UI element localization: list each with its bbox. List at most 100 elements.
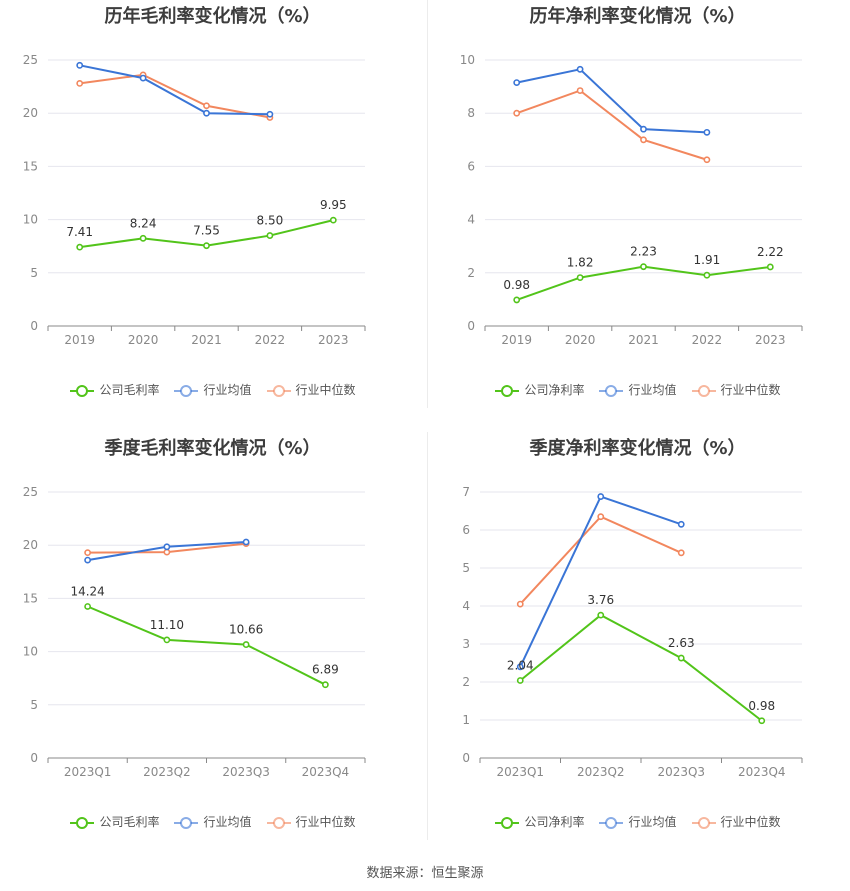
legend-line-marker-icon — [495, 816, 520, 829]
series-point-0 — [576, 274, 584, 281]
series-line-1 — [519, 495, 682, 668]
series-point-0 — [766, 263, 774, 271]
data-label: 2.63 — [668, 636, 695, 650]
legend-item[interactable]: 公司净利率 — [494, 813, 584, 830]
legend-label: 行业均值 — [203, 815, 252, 830]
series-line-0 — [516, 265, 771, 301]
y-tick-label: 10 — [460, 53, 475, 67]
data-label: 7.55 — [193, 224, 220, 238]
legend-item[interactable]: 行业均值 — [598, 381, 677, 398]
series-point-1 — [242, 538, 250, 546]
x-tick-label: 2020 — [128, 333, 159, 347]
series-point-0 — [513, 296, 521, 304]
legend-label: 行业均值 — [628, 383, 677, 398]
legend-label: 行业均值 — [628, 815, 677, 830]
series-point-0 — [163, 636, 171, 644]
chart-title: 季度毛利率变化情况（%） — [104, 438, 321, 459]
chart-annual-gross-margin: 历年毛利率变化情况（%） 0 5 10 15 20 25 2019 2020 2021 2022 2… — [0, 0, 425, 410]
series-point-1 — [139, 74, 147, 82]
series-point-1 — [266, 110, 274, 118]
data-label: 1.91 — [694, 253, 721, 267]
x-tick-label: 2019 — [64, 333, 95, 347]
legend-line-marker-icon — [691, 384, 716, 397]
legend-label: 行业中位数 — [720, 815, 781, 830]
series-point-0 — [84, 603, 92, 610]
y-tick-label: 10 — [23, 213, 38, 227]
chart-plot: 0 2 4 6 8 10 2019 2020 2021 2022 2023 0.98 1.82 2.23 1… — [460, 53, 803, 347]
chart-quarterly-gross-margin: 季度毛利率变化情况（%） 0 5 10 15 20 25 2023Q1 2023Q2 2023Q… — [0, 432, 425, 842]
y-tick-label: 6 — [462, 523, 470, 537]
chart-title: 历年毛利率变化情况（%） — [104, 6, 321, 27]
x-tick-label: 2023Q3 — [657, 765, 705, 779]
legend-label: 公司毛利率 — [99, 815, 160, 830]
legend-item[interactable]: 行业中位数 — [266, 813, 356, 830]
y-tick-label: 15 — [23, 591, 38, 605]
y-tick-label: 5 — [30, 698, 38, 712]
x-tick-label: 2023Q2 — [577, 765, 625, 779]
y-tick-label: 7 — [462, 485, 470, 499]
data-label: 14.24 — [70, 584, 104, 598]
series-point-0 — [139, 234, 147, 242]
series-point-1 — [84, 556, 92, 564]
x-tick-label: 2022 — [255, 333, 286, 347]
legend-item[interactable]: 行业中位数 — [691, 381, 781, 398]
series-point-2 — [76, 80, 84, 87]
series-point-1 — [163, 543, 171, 551]
y-tick-label: 4 — [467, 213, 475, 227]
legend-item[interactable]: 行业中位数 — [266, 381, 356, 398]
series-point-0 — [516, 677, 524, 684]
series-line-1 — [79, 64, 270, 116]
x-tick-label: 2023 — [755, 333, 786, 347]
legend-item[interactable]: 公司净利率 — [494, 381, 584, 398]
series-line-0 — [87, 605, 326, 686]
legend-line-marker-icon — [495, 384, 520, 397]
series-point-1 — [703, 128, 711, 136]
series-point-1 — [516, 663, 524, 671]
legend-item[interactable]: 行业均值 — [173, 381, 252, 398]
legend-item[interactable]: 行业均值 — [173, 813, 252, 830]
y-tick-label: 25 — [23, 53, 38, 67]
series-point-2 — [597, 513, 605, 521]
x-tick-label: 2021 — [191, 333, 222, 347]
y-tick-label: 20 — [23, 106, 38, 120]
series-point-0 — [640, 263, 647, 271]
chart-title: 历年净利率变化情况（%） — [529, 6, 746, 27]
legend-item[interactable]: 行业中位数 — [691, 813, 781, 830]
legend-item[interactable]: 行业均值 — [598, 813, 677, 830]
series-point-0 — [597, 611, 605, 619]
legend-label: 公司毛利率 — [99, 383, 160, 398]
legend-label: 行业中位数 — [720, 383, 781, 398]
x-tick-label: 2023Q4 — [302, 765, 350, 779]
series-point-2 — [516, 600, 524, 608]
legend-label: 行业均值 — [203, 383, 252, 398]
data-label: 11.10 — [150, 618, 184, 632]
series-point-0 — [266, 232, 274, 239]
data-label: 3.76 — [587, 593, 614, 607]
legend-label: 行业中位数 — [295, 815, 356, 830]
data-label: 8.24 — [130, 216, 157, 230]
x-tick-label: 2023Q2 — [143, 765, 191, 779]
legend-item[interactable]: 公司毛利率 — [69, 813, 159, 830]
series-point-0 — [242, 641, 250, 648]
series-line-1 — [516, 68, 707, 134]
chart-plot: 0 5 10 15 20 25 2023Q1 2023Q2 2023Q3 2023Q4 14.24 1… — [23, 485, 366, 779]
legend-line-marker-icon — [174, 384, 199, 397]
series-point-0 — [321, 681, 329, 689]
x-tick-label: 2023Q3 — [222, 765, 270, 779]
y-tick-label: 2 — [462, 675, 470, 689]
legend-line-marker-icon — [70, 816, 95, 829]
series-point-1 — [76, 61, 84, 69]
data-label: 1.82 — [567, 256, 594, 270]
y-tick-label: 10 — [23, 645, 38, 659]
panel-divider-bottom — [427, 432, 428, 840]
y-tick-label: 3 — [462, 637, 470, 651]
series-point-0 — [329, 216, 337, 224]
x-tick-label: 2022 — [692, 333, 723, 347]
legend-line-marker-icon — [174, 816, 199, 829]
chart-plot: 0 1 2 3 4 5 6 7 2023Q1 2023Q2 2023Q3 2023Q4 2.04 3.76… — [462, 485, 803, 779]
y-tick-label: 25 — [23, 485, 38, 499]
data-label: 0.98 — [503, 278, 530, 292]
chart-legend: 公司净利率 行业均值 行业中位数 — [425, 381, 850, 399]
legend-item[interactable]: 公司毛利率 — [69, 381, 159, 398]
legend-line-marker-icon — [599, 384, 624, 397]
